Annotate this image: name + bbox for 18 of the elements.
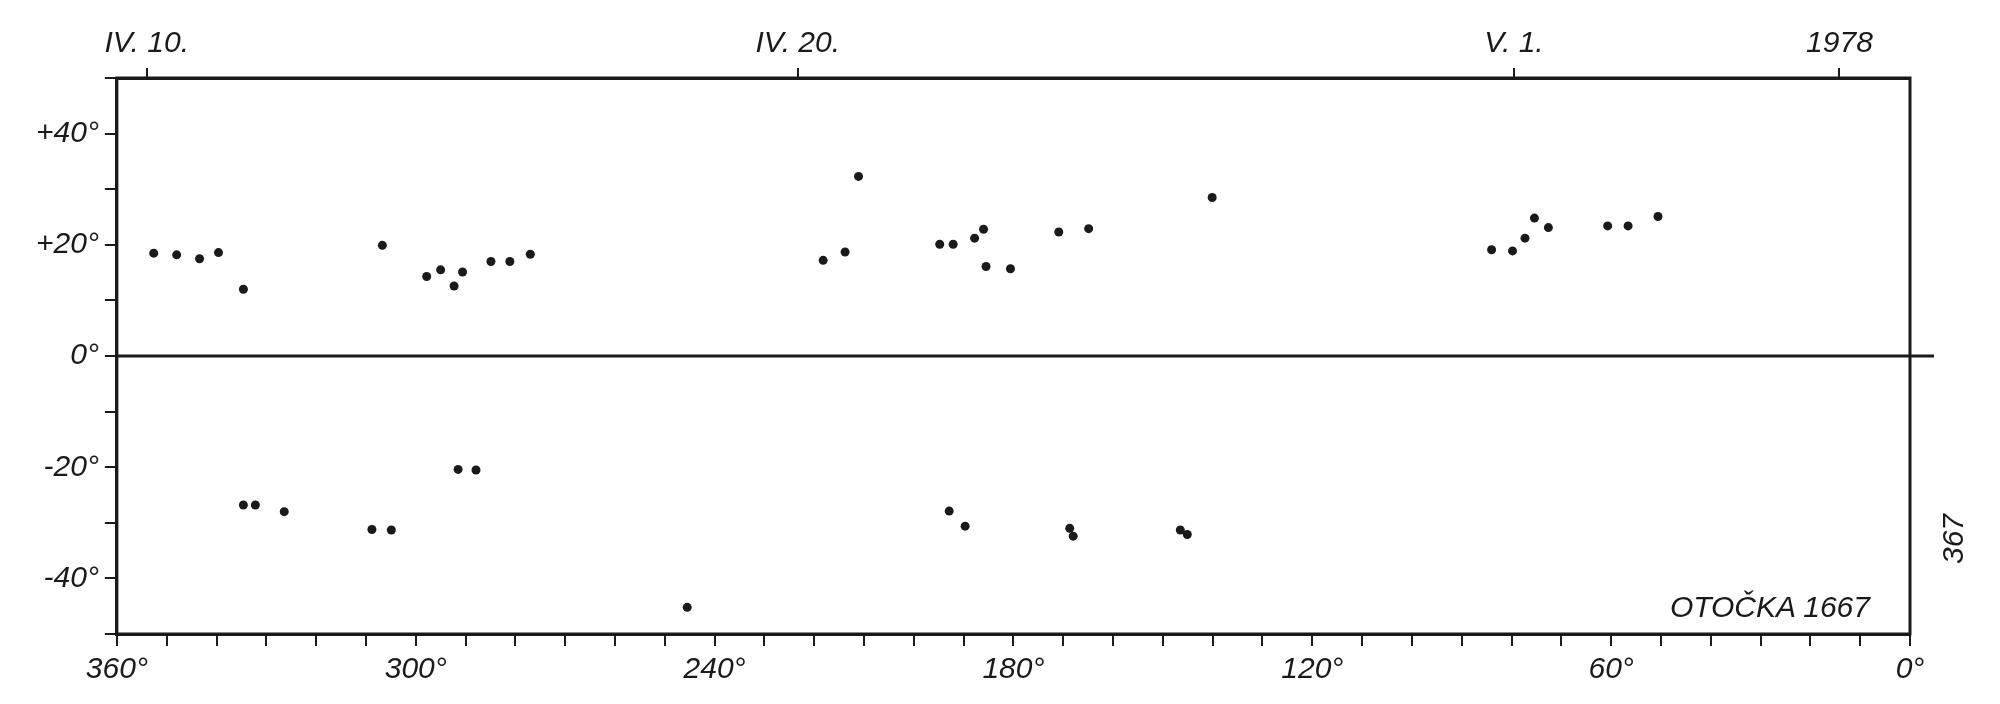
x2-tick-label: IV. 20. xyxy=(755,25,841,59)
text: 367 xyxy=(1936,512,1970,565)
y-tick-label: +40° xyxy=(36,114,99,148)
y-tick-label: -20° xyxy=(43,448,99,482)
y-tick-label: +20° xyxy=(36,226,99,260)
x2-tick-label: V. 1. xyxy=(1484,25,1544,59)
x-tick-label: 360° xyxy=(85,651,148,685)
x-tick-label: 240° xyxy=(682,651,746,685)
y-tick-label: -40° xyxy=(43,559,99,593)
x-tick-label: 180° xyxy=(982,651,1045,685)
x-tick-label: 0° xyxy=(1895,651,1925,685)
y-tick-label: 0° xyxy=(70,337,99,371)
x2-tick-label: 1978 xyxy=(1806,25,1874,59)
annotation: OTOČKA 1667 xyxy=(1669,590,1872,624)
x-tick-label: 120° xyxy=(1281,651,1344,685)
x2-tick-label: IV. 10. xyxy=(104,25,189,59)
x-tick-label: 300° xyxy=(384,651,447,685)
x-tick-label: 60° xyxy=(1588,651,1634,685)
